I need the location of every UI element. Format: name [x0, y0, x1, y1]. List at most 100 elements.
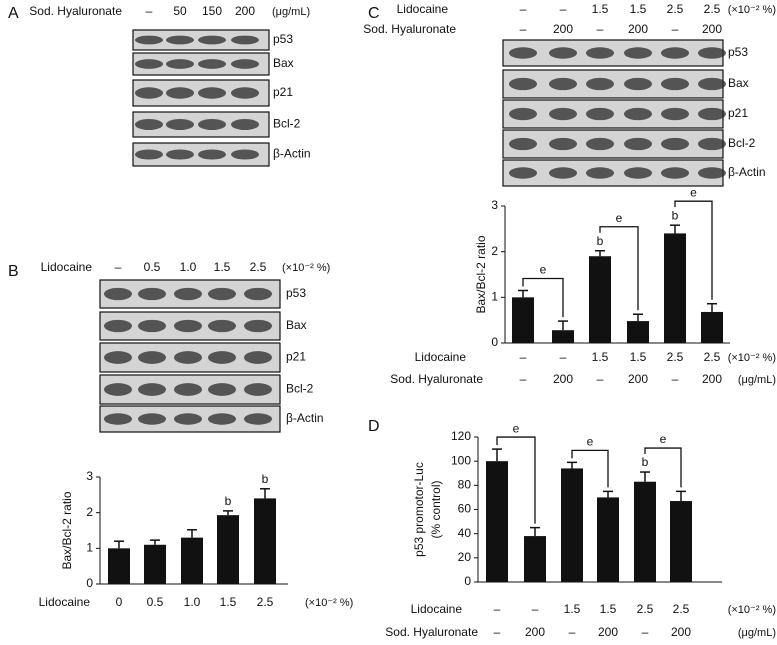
band-label: p21 [728, 106, 748, 120]
row-name: Sod. Hyaluronate [390, 372, 483, 386]
x-tick-label: – [532, 602, 539, 616]
unit-label: (μg/mL) [738, 627, 776, 639]
band [104, 413, 132, 425]
panel-letter: C [368, 5, 380, 22]
x-tick-label: – [569, 625, 576, 639]
lane-label: 1.5 [630, 2, 647, 16]
band [586, 47, 614, 59]
y-axis-label: Bax/Bcl-2 ratio [60, 491, 74, 569]
band [244, 383, 272, 396]
band [231, 35, 259, 45]
row-name: Sod. Hyaluronate [385, 625, 478, 639]
y-tick-label: 20 [458, 550, 472, 564]
band [586, 137, 614, 151]
bar [701, 311, 723, 343]
x-tick-label: – [672, 372, 679, 386]
y-axis-label: p53 promotor-Luc [412, 462, 426, 557]
unit-label: (×10⁻² %) [282, 262, 330, 274]
bracket-label: e [540, 263, 547, 277]
bar [512, 297, 534, 343]
band [174, 413, 202, 425]
x-tick-label: 1.5 [564, 602, 581, 616]
lane-label: – [520, 2, 527, 16]
x-tick-label: 2.5 [257, 595, 274, 609]
row-name: Lidocaine [415, 350, 467, 364]
band-label: Bcl-2 [286, 382, 314, 396]
bracket [571, 449, 609, 488]
band-label: p21 [286, 350, 306, 364]
y-tick-label: 0 [86, 576, 93, 590]
band [549, 47, 577, 59]
band [198, 149, 226, 160]
y-axis-label: Bax/Bcl-2 ratio [474, 235, 488, 313]
band-label: β-Actin [273, 147, 311, 161]
band [586, 77, 614, 91]
lane-label: – [146, 4, 153, 18]
band [624, 77, 652, 91]
band [661, 77, 689, 91]
y-tick-label: 80 [458, 478, 472, 492]
bracket-label: e [513, 421, 520, 435]
x-tick-label: 1.5 [220, 595, 237, 609]
x-tick-label: 2.5 [704, 350, 721, 364]
y-tick-label: 0 [491, 335, 498, 349]
band [166, 35, 194, 45]
band [509, 107, 537, 121]
x-tick-label: 0 [116, 595, 123, 609]
band [174, 351, 202, 364]
band [509, 137, 537, 151]
band [135, 87, 163, 99]
band-label: Bcl-2 [273, 117, 301, 131]
x-tick-label: – [597, 372, 604, 386]
band-label: p53 [273, 32, 293, 46]
band [586, 167, 614, 179]
band-label: p21 [273, 85, 293, 99]
band [208, 351, 236, 364]
bar [627, 321, 649, 343]
band [231, 87, 259, 99]
y-tick-label: 3 [86, 469, 93, 483]
lane-label: 2.5 [667, 2, 684, 16]
band [244, 319, 272, 333]
band-label: Bax [273, 56, 294, 70]
lane-label: – [115, 260, 122, 274]
x-tick-label: – [520, 350, 527, 364]
band-label: Bcl-2 [728, 136, 756, 150]
band [135, 59, 163, 69]
band [166, 87, 194, 99]
band [244, 287, 272, 301]
x-tick-label: 1.5 [630, 350, 647, 364]
y-tick-label: 1 [86, 541, 93, 555]
band [138, 287, 166, 301]
band [509, 47, 537, 59]
band [661, 167, 689, 179]
band [231, 59, 259, 69]
band [698, 107, 726, 121]
lane-label: – [597, 22, 604, 36]
band-label: p53 [728, 45, 748, 59]
band [138, 351, 166, 364]
bracket-label: e [690, 185, 697, 199]
y-tick-label: 120 [451, 429, 471, 443]
band [104, 383, 132, 396]
band [174, 383, 202, 396]
bracket-label: e [587, 435, 594, 449]
bar [664, 233, 686, 343]
significance-label: b [672, 208, 679, 222]
bar [597, 497, 619, 582]
band [135, 35, 163, 45]
x-tick-label: 0.5 [147, 595, 164, 609]
y-tick-label: 2 [491, 244, 498, 258]
y-tick-label: 60 [458, 502, 472, 516]
band [166, 119, 194, 130]
band [208, 383, 236, 396]
significance-label: b [225, 494, 232, 508]
y-tick-label: 3 [491, 198, 498, 212]
x-tick-label: – [494, 602, 501, 616]
x-tick-label: 1.5 [600, 602, 617, 616]
band [104, 287, 132, 301]
band [698, 47, 726, 59]
bar [634, 481, 656, 582]
band [208, 287, 236, 301]
band [166, 149, 194, 160]
